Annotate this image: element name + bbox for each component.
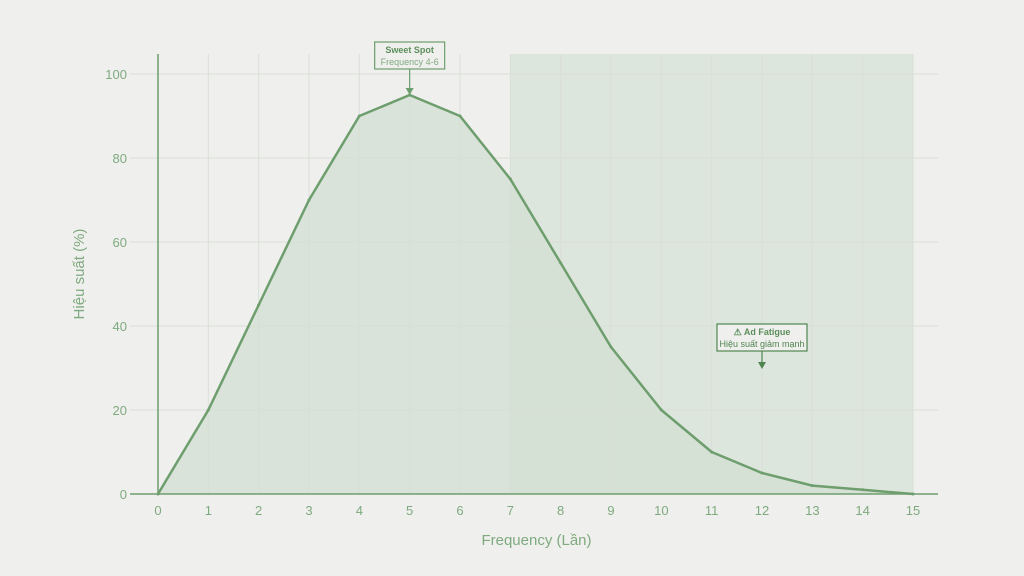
y-tick-label: 60 — [113, 235, 127, 250]
series-line — [156, 93, 914, 496]
data-point — [307, 198, 311, 202]
data-point — [861, 488, 865, 492]
x-tick-label: 6 — [456, 503, 463, 518]
y-tick-label: 40 — [113, 319, 127, 334]
sweet-spot-subtitle: Frequency 4-6 — [381, 57, 439, 67]
data-point — [659, 408, 663, 412]
x-tick-label: 1 — [205, 503, 212, 518]
ad-fatigue-title: ⚠ Ad Fatigue — [734, 327, 791, 337]
x-tick-label: 13 — [805, 503, 819, 518]
y-axis-title: Hiệu suất (%) — [71, 229, 88, 320]
data-point — [508, 177, 512, 181]
data-point — [559, 261, 563, 265]
ad-fatigue-arrow-head — [758, 362, 766, 369]
x-tick-label: 10 — [654, 503, 668, 518]
y-tick-label: 20 — [113, 403, 127, 418]
x-tick-label: 9 — [607, 503, 614, 518]
x-tick-label: 15 — [906, 503, 920, 518]
x-tick-label: 0 — [154, 503, 161, 518]
x-tick-label: 11 — [705, 503, 719, 518]
series-area — [158, 95, 913, 494]
data-point — [257, 303, 261, 307]
sweet-spot-arrow-head — [405, 88, 414, 95]
x-tick-label: 8 — [557, 503, 564, 518]
data-point — [357, 114, 361, 118]
x-tick-label: 12 — [755, 503, 769, 518]
x-tick-label: 3 — [305, 503, 312, 518]
ad-fatigue-subtitle: Hiệu suất giảm mạnh — [719, 339, 804, 349]
x-tick-label: 4 — [356, 503, 363, 518]
x-tick-label: 5 — [406, 503, 413, 518]
data-point — [609, 345, 613, 349]
x-tick-label: 2 — [255, 503, 262, 518]
sweet-spot-box — [374, 41, 446, 70]
data-point — [458, 114, 462, 118]
x-axis-title: Frequency (Lần) — [481, 532, 591, 549]
data-point — [710, 450, 714, 454]
data-point — [206, 408, 210, 412]
ad-fatigue-box — [716, 323, 808, 352]
data-point — [810, 484, 814, 488]
sweet-spot-title: Sweet Spot — [385, 45, 434, 55]
x-tick-label: 14 — [855, 503, 869, 518]
x-tick-label: 7 — [507, 503, 514, 518]
y-tick-label: 80 — [113, 151, 127, 166]
y-tick-label: 0 — [120, 487, 127, 502]
data-point — [760, 471, 764, 475]
y-tick-label: 100 — [105, 67, 127, 82]
